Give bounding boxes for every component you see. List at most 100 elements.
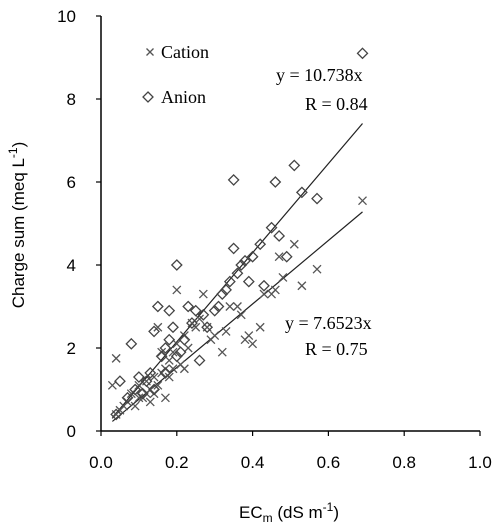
cross-stroke xyxy=(297,281,307,291)
anion-r2-label: R xyxy=(305,94,317,114)
x-tick-label: 0.6 xyxy=(317,453,341,472)
cation-r2-label: R xyxy=(305,339,317,359)
anion-point xyxy=(110,408,123,421)
cross-stroke xyxy=(289,239,299,249)
y-tick-label: 8 xyxy=(67,90,76,109)
cation-point xyxy=(160,393,170,403)
anion-point xyxy=(254,238,267,251)
cross-stroke xyxy=(164,355,174,365)
anion-point xyxy=(295,186,308,199)
anion-point xyxy=(140,375,153,388)
cation-r2-value: = 0.75 xyxy=(317,339,368,359)
cation-point xyxy=(195,314,204,324)
anion-point xyxy=(136,387,149,400)
anion-point xyxy=(163,333,176,346)
cation-point xyxy=(153,380,163,390)
cross-stroke xyxy=(195,314,204,324)
x-tick-label: 0.8 xyxy=(392,453,416,472)
legend-anion-label: Anion xyxy=(161,87,206,107)
cross-stroke xyxy=(259,289,269,299)
anion-point xyxy=(246,250,259,263)
anion-point xyxy=(163,304,176,317)
cation-point xyxy=(255,322,265,332)
anion-point xyxy=(216,288,229,300)
anion-point xyxy=(288,159,301,172)
cation-point xyxy=(107,380,117,390)
cation-point xyxy=(130,401,140,411)
cross-stroke xyxy=(179,364,189,374)
anion-point xyxy=(186,317,198,330)
cation-point xyxy=(259,289,269,299)
cation-point xyxy=(210,331,220,341)
cross-stroke xyxy=(225,302,235,311)
x-axis-title: ECm (dS m-1) xyxy=(239,500,339,525)
anion-point xyxy=(239,254,251,267)
x-axis-title-sup: -1 xyxy=(323,500,334,514)
x-tick-label: 1.0 xyxy=(468,453,492,472)
cation-point xyxy=(164,355,174,365)
cation-point xyxy=(270,285,280,295)
axis-ticks: 0.0 0.2 0.4 0.6 0.8 1.0 0 2 4 6 8 10 xyxy=(57,7,492,472)
cross-stroke xyxy=(164,372,174,382)
x-tick-label: 0.4 xyxy=(241,453,265,472)
cation-point xyxy=(297,281,307,291)
y-tick-label: 10 xyxy=(57,7,76,26)
data-points xyxy=(107,47,369,421)
anion-point xyxy=(159,342,172,354)
anion-point xyxy=(220,283,232,296)
anion-point xyxy=(148,383,160,396)
anion-point xyxy=(223,275,236,288)
x-tick-label: 0.0 xyxy=(89,453,113,472)
cation-point xyxy=(289,239,299,249)
cation-point xyxy=(232,302,242,311)
cation-point xyxy=(236,310,246,320)
cation-annotation: y = 7.6523x R = 0.75 xyxy=(285,313,372,359)
anion-point xyxy=(212,300,225,313)
anion-point xyxy=(170,350,183,363)
y-axis-title: Charge sum (meq L-1) xyxy=(6,142,28,309)
anion-point xyxy=(125,337,138,350)
anion-point xyxy=(159,366,172,379)
legend-diamond-symbol xyxy=(142,91,154,103)
anion-point xyxy=(170,259,183,271)
cross-stroke xyxy=(274,252,284,262)
cation-point xyxy=(244,331,254,341)
anion-point xyxy=(189,304,202,317)
legend-anion-marker xyxy=(142,91,154,103)
cation-point xyxy=(149,372,159,382)
legend-cross-symbol xyxy=(146,48,154,56)
anion-point xyxy=(311,192,323,205)
y-axis-title-close: ) xyxy=(9,142,28,148)
y-axis-title-sup: -1 xyxy=(6,147,20,158)
cross-stroke xyxy=(248,339,258,349)
cross-stroke xyxy=(145,397,155,407)
anion-r2-text: R = 0.84 xyxy=(305,94,368,114)
anion-point xyxy=(144,366,157,379)
cation-point xyxy=(191,322,201,332)
cation-point xyxy=(221,326,231,336)
cation-point xyxy=(111,353,121,363)
anion-point xyxy=(129,383,142,396)
cation-equation: y = 7.6523x xyxy=(285,313,372,333)
x-tick-label: 0.2 xyxy=(165,453,189,472)
anion-point xyxy=(265,221,278,234)
cross-stroke xyxy=(236,310,246,320)
cation-point xyxy=(179,364,189,374)
anion-point xyxy=(132,371,145,383)
cross-stroke xyxy=(146,48,154,56)
cation-point xyxy=(145,397,155,407)
cross-stroke xyxy=(172,339,182,349)
anion-point xyxy=(114,375,126,388)
cross-stroke xyxy=(270,285,280,295)
legend-cation-marker xyxy=(146,48,154,56)
cross-stroke xyxy=(168,364,178,374)
cation-point xyxy=(274,252,284,262)
cation-point xyxy=(225,302,235,311)
cross-stroke xyxy=(198,289,208,299)
y-tick-label: 0 xyxy=(67,422,76,441)
y-tick-label: 6 xyxy=(67,173,76,192)
anion-point xyxy=(121,391,134,404)
cation-point xyxy=(278,272,288,282)
cross-stroke xyxy=(358,196,367,206)
